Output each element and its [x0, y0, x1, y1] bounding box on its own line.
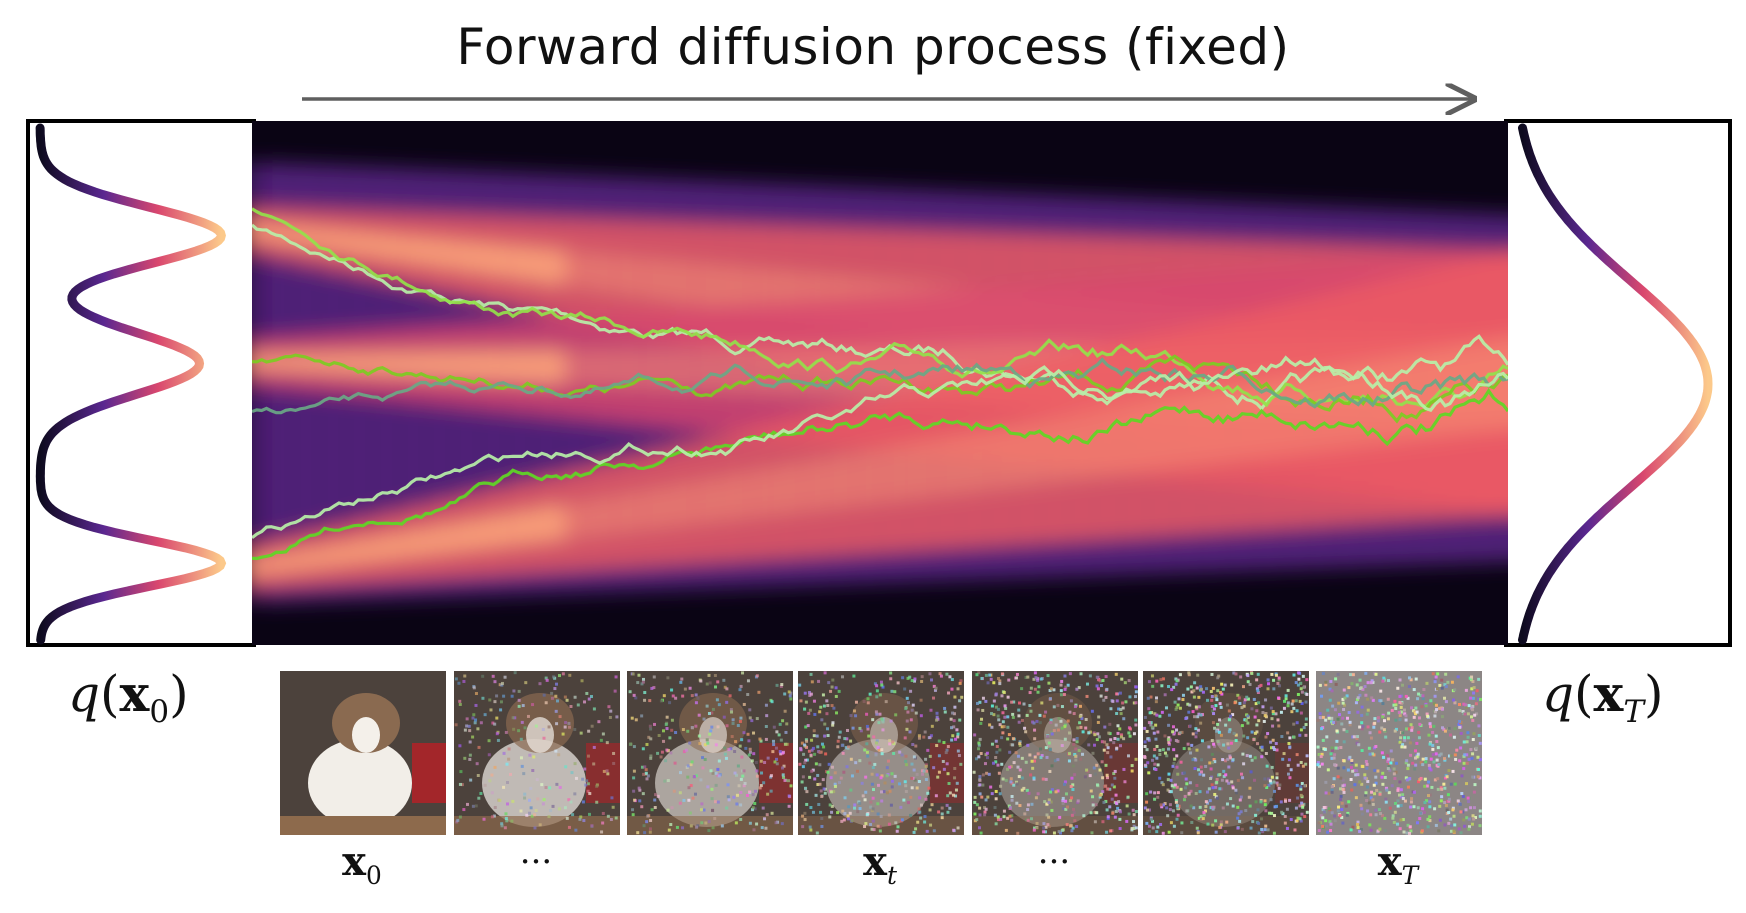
noisy-image-sequence	[280, 671, 1482, 835]
noisy-image-thumbnail	[280, 671, 446, 835]
thumbnail-label: xT	[1316, 838, 1480, 890]
noisy-image-thumbnail	[1143, 671, 1309, 835]
noisy-image-thumbnail	[627, 671, 793, 835]
noisy-image-thumbnail	[454, 671, 620, 835]
thumbnail-label: x0	[280, 838, 444, 890]
q-x0-label: q(x0)	[68, 664, 189, 730]
right-distribution-box	[1506, 121, 1730, 645]
noisy-image-thumbnail	[798, 671, 964, 835]
ellipsis-label: ···	[454, 842, 618, 882]
thumbnail-label: xt	[798, 838, 962, 890]
ellipsis-label: ···	[972, 842, 1136, 882]
noisy-image-thumbnail	[972, 671, 1138, 835]
figure-title: Forward diffusion process (fixed)	[0, 18, 1746, 76]
q-xT-label: q(xT)	[1542, 664, 1664, 730]
noisy-image-thumbnail	[1316, 671, 1482, 835]
